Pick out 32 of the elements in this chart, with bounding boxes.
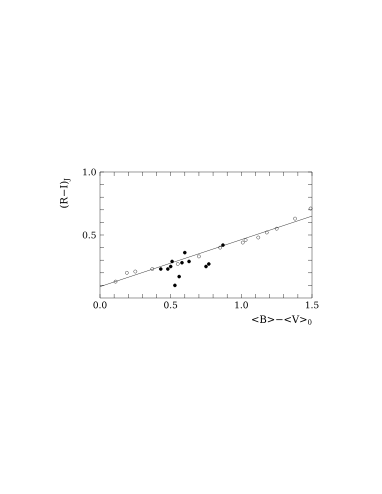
x-axis-title: <B>−<V>$_{0}$ xyxy=(252,316,312,325)
point xyxy=(218,246,222,250)
point xyxy=(150,267,154,271)
point xyxy=(134,270,138,274)
point xyxy=(293,216,297,220)
point xyxy=(176,262,180,266)
point xyxy=(180,260,184,265)
point xyxy=(244,238,248,242)
point xyxy=(166,267,170,271)
x-tick-label: 1.5 xyxy=(306,302,318,308)
x-tick-label: 1.0 xyxy=(235,302,248,308)
point xyxy=(221,243,225,247)
point xyxy=(173,284,177,288)
point xyxy=(204,264,208,268)
point xyxy=(158,267,163,271)
x-tick-label: 0.5 xyxy=(164,302,178,308)
point xyxy=(168,264,172,268)
point xyxy=(256,236,260,240)
point xyxy=(170,260,174,264)
point xyxy=(264,230,269,234)
point xyxy=(125,270,129,275)
y-axis-title: (R−I)$_{J}$ xyxy=(60,178,70,208)
point xyxy=(114,280,118,284)
point xyxy=(183,250,187,254)
point xyxy=(197,254,201,258)
point xyxy=(274,226,278,230)
point xyxy=(187,260,191,264)
point xyxy=(177,274,181,278)
point xyxy=(207,262,211,266)
point xyxy=(308,206,312,210)
x-tick-label: 0.0 xyxy=(93,302,107,308)
point xyxy=(240,240,245,244)
